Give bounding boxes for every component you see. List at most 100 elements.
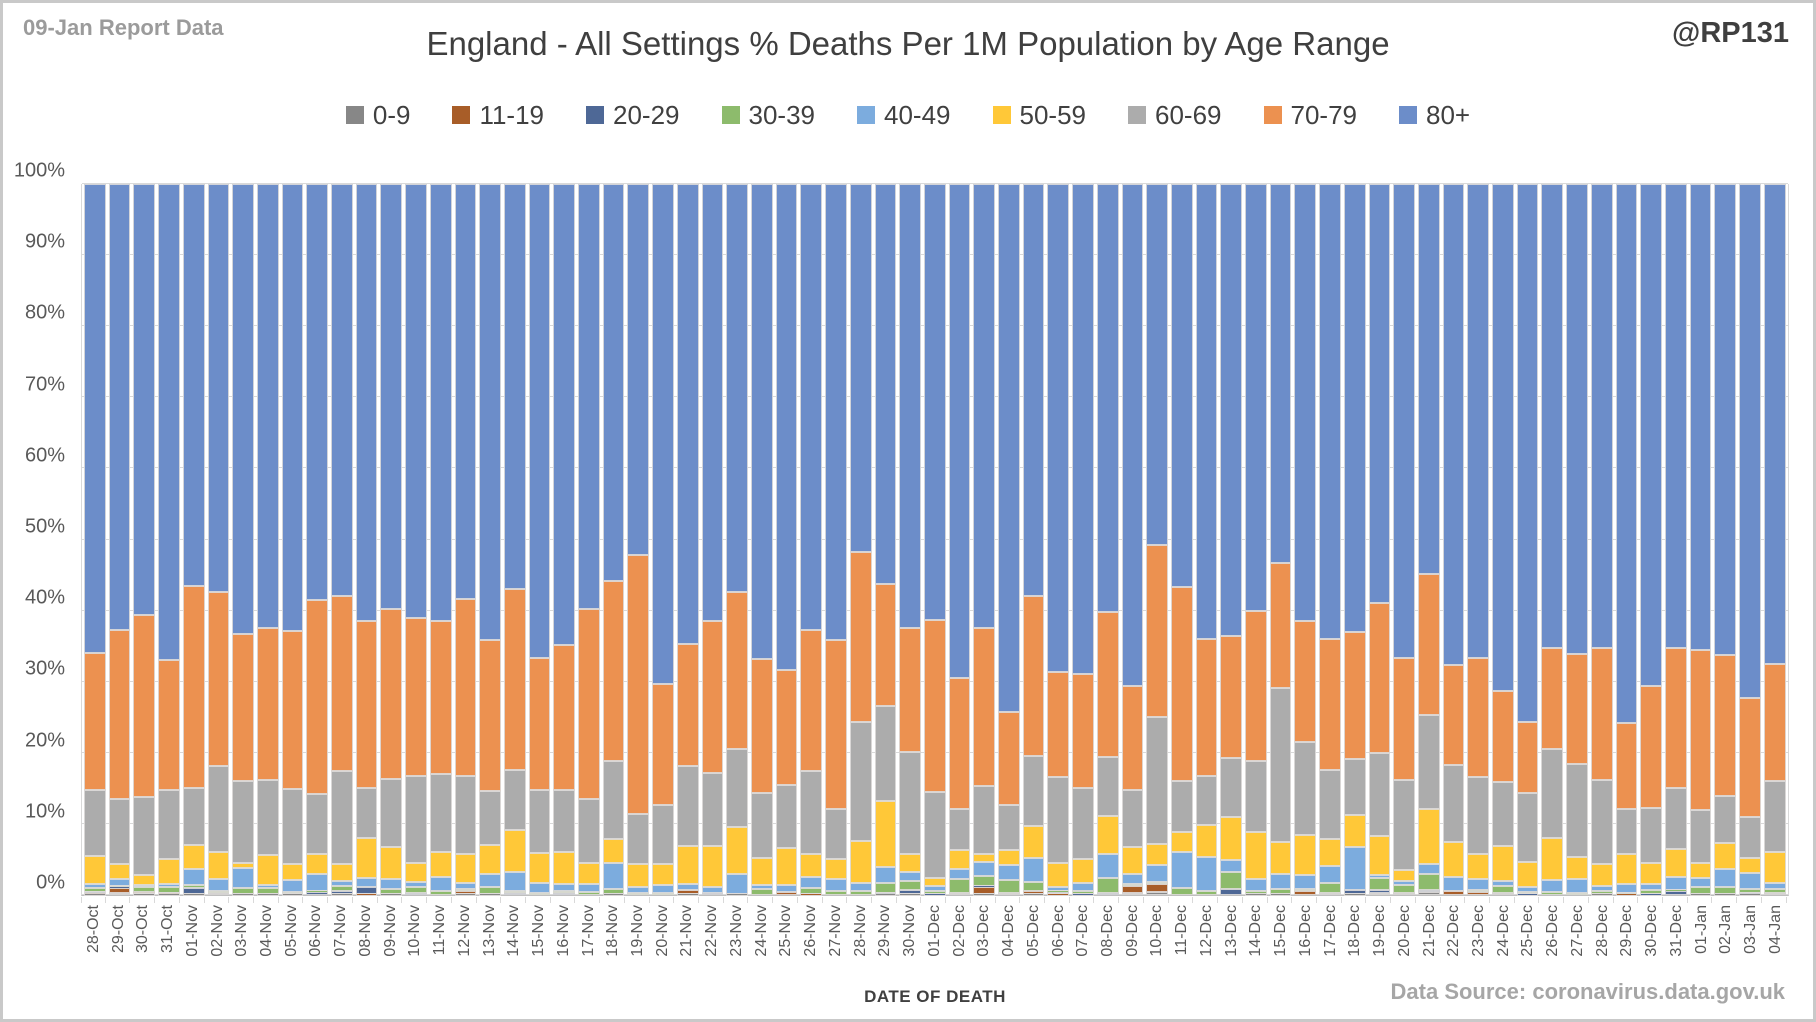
legend-item-11-19[interactable]: 11-19 xyxy=(452,100,544,131)
bar-04-Jan[interactable] xyxy=(1763,184,1786,895)
bar-12-Dec[interactable] xyxy=(1195,184,1218,895)
bar-11-Nov[interactable] xyxy=(429,184,452,895)
x-tick xyxy=(529,897,551,903)
bar-25-Nov[interactable] xyxy=(775,184,798,895)
legend-item-20-29[interactable]: 20-29 xyxy=(586,100,680,131)
bar-05-Dec[interactable] xyxy=(1022,184,1045,895)
bar-08-Dec[interactable] xyxy=(1096,184,1119,895)
segment-80+ xyxy=(627,184,650,556)
legend-item-60-69[interactable]: 60-69 xyxy=(1128,100,1222,131)
bar-20-Dec[interactable] xyxy=(1393,184,1415,895)
bar-02-Dec[interactable] xyxy=(948,184,971,895)
legend-item-50-59[interactable]: 50-59 xyxy=(992,100,1086,131)
segment-50-59 xyxy=(1195,825,1218,857)
bar-05-Nov[interactable] xyxy=(281,184,304,895)
bar-30-Oct[interactable] xyxy=(133,184,156,895)
bar-27-Dec[interactable] xyxy=(1566,184,1588,895)
bar-23-Dec[interactable] xyxy=(1467,184,1490,895)
bar-18-Nov[interactable] xyxy=(602,184,625,895)
bar-30-Dec[interactable] xyxy=(1640,184,1662,895)
bar-19-Dec[interactable] xyxy=(1368,184,1391,895)
bar-10-Nov[interactable] xyxy=(405,184,427,895)
bar-30-Nov[interactable] xyxy=(899,184,921,895)
bar-12-Nov[interactable] xyxy=(454,184,477,895)
bar-03-Jan[interactable] xyxy=(1739,184,1761,895)
bar-15-Nov[interactable] xyxy=(528,184,551,895)
legend-item-80+[interactable]: 80+ xyxy=(1399,100,1470,131)
bar-06-Dec[interactable] xyxy=(1047,184,1070,895)
bar-01-Dec[interactable] xyxy=(923,184,946,895)
segment-30-39 xyxy=(1665,890,1687,892)
segment-50-59 xyxy=(1590,864,1613,886)
segment-70-79 xyxy=(1492,690,1514,782)
bar-21-Dec[interactable] xyxy=(1417,184,1440,895)
segment-50-59 xyxy=(825,859,847,879)
bar-22-Dec[interactable] xyxy=(1442,184,1465,895)
bar-04-Nov[interactable] xyxy=(256,184,279,895)
bar-29-Oct[interactable] xyxy=(108,184,131,895)
bar-31-Oct[interactable] xyxy=(158,184,180,895)
legend-item-30-39[interactable]: 30-39 xyxy=(721,100,815,131)
legend-item-0-9[interactable]: 0-9 xyxy=(345,100,410,131)
bar-02-Jan[interactable] xyxy=(1714,184,1737,895)
bar-15-Dec[interactable] xyxy=(1269,184,1292,895)
bar-16-Nov[interactable] xyxy=(553,184,576,895)
bar-17-Nov[interactable] xyxy=(578,184,600,895)
segment-70-79 xyxy=(750,658,773,793)
bar-23-Nov[interactable] xyxy=(726,184,748,895)
segment-11-19 xyxy=(108,887,131,893)
bar-07-Nov[interactable] xyxy=(331,184,353,895)
bar-13-Dec[interactable] xyxy=(1220,184,1243,895)
bar-01-Jan[interactable] xyxy=(1689,184,1712,895)
bar-09-Nov[interactable] xyxy=(380,184,403,895)
bar-26-Nov[interactable] xyxy=(800,184,823,895)
x-label-11-Nov: 11-Nov xyxy=(429,905,451,977)
bar-29-Dec[interactable] xyxy=(1615,184,1638,895)
bar-28-Dec[interactable] xyxy=(1590,184,1613,895)
bar-21-Nov[interactable] xyxy=(676,184,699,895)
bar-08-Nov[interactable] xyxy=(355,184,378,895)
segment-30-39 xyxy=(578,892,600,895)
legend-item-70-79[interactable]: 70-79 xyxy=(1263,100,1357,131)
x-label-text: 01-Jan xyxy=(1692,905,1710,954)
segment-30-39 xyxy=(108,885,131,888)
bar-10-Dec[interactable] xyxy=(1146,184,1168,895)
bar-28-Oct[interactable] xyxy=(84,184,106,895)
bar-09-Dec[interactable] xyxy=(1121,184,1144,895)
bar-02-Nov[interactable] xyxy=(207,184,230,895)
bar-07-Dec[interactable] xyxy=(1072,184,1094,895)
bar-25-Dec[interactable] xyxy=(1516,184,1539,895)
bar-14-Dec[interactable] xyxy=(1245,184,1267,895)
bar-24-Nov[interactable] xyxy=(750,184,773,895)
bar-13-Nov[interactable] xyxy=(479,184,501,895)
bar-27-Nov[interactable] xyxy=(825,184,847,895)
bar-04-Dec[interactable] xyxy=(998,184,1020,895)
bar-06-Nov[interactable] xyxy=(306,184,329,895)
bar-11-Dec[interactable] xyxy=(1170,184,1193,895)
bar-14-Nov[interactable] xyxy=(503,184,526,895)
segment-60-69 xyxy=(355,788,378,839)
segment-60-69 xyxy=(256,779,279,856)
bar-22-Nov[interactable] xyxy=(701,184,724,895)
bar-17-Dec[interactable] xyxy=(1319,184,1341,895)
x-label-26-Dec: 26-Dec xyxy=(1542,905,1564,977)
bar-24-Dec[interactable] xyxy=(1492,184,1514,895)
segment-70-79 xyxy=(1566,653,1588,765)
segment-60-69 xyxy=(825,808,847,860)
plot-area xyxy=(81,183,1789,896)
x-tick xyxy=(1196,897,1219,903)
bar-31-Dec[interactable] xyxy=(1665,184,1687,895)
segment-70-79 xyxy=(1220,636,1243,758)
bar-29-Nov[interactable] xyxy=(874,184,897,895)
bar-18-Dec[interactable] xyxy=(1343,184,1366,895)
bar-28-Nov[interactable] xyxy=(849,184,872,895)
bar-19-Nov[interactable] xyxy=(627,184,650,895)
segment-70-79 xyxy=(331,595,353,772)
legend-item-40-49[interactable]: 40-49 xyxy=(857,100,951,131)
bar-03-Nov[interactable] xyxy=(232,184,254,895)
bar-20-Nov[interactable] xyxy=(652,184,674,895)
bar-01-Nov[interactable] xyxy=(182,184,205,895)
bar-26-Dec[interactable] xyxy=(1541,184,1564,895)
bar-03-Dec[interactable] xyxy=(973,184,996,895)
bar-16-Dec[interactable] xyxy=(1294,184,1317,895)
